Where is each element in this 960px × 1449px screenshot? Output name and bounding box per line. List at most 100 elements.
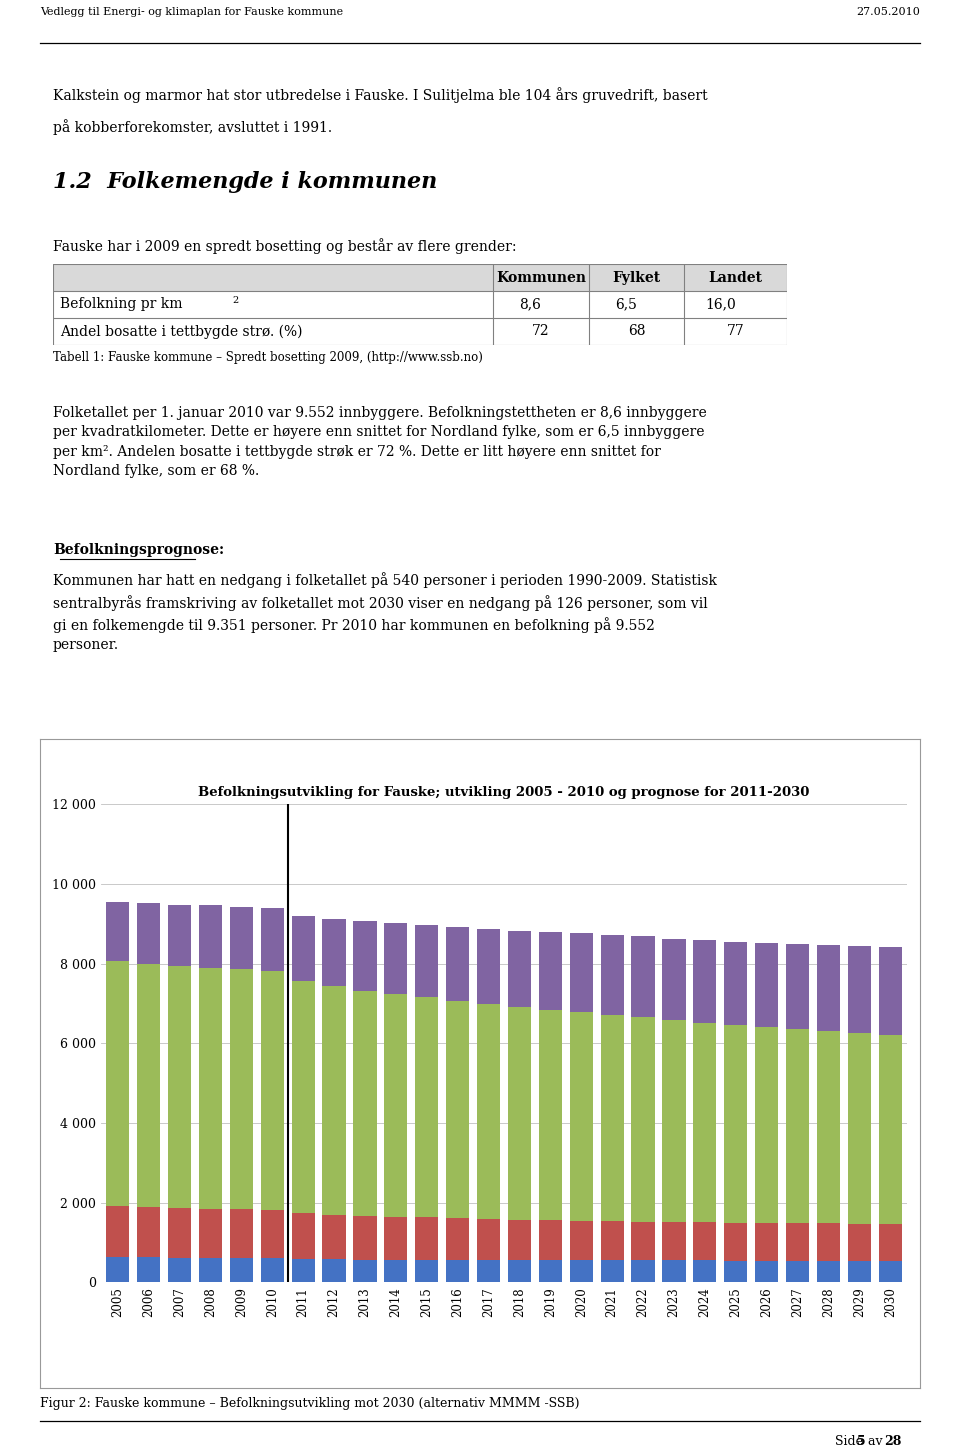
Bar (384, 1217, 407, 1261)
Bar (229, 907, 253, 969)
Bar (261, 971, 284, 1210)
Text: 8,6: 8,6 (519, 297, 541, 312)
Bar (292, 1213, 315, 1259)
Bar (755, 1027, 779, 1223)
Bar (569, 1222, 593, 1261)
Bar (539, 1010, 562, 1220)
Bar (292, 916, 315, 981)
Bar (168, 1208, 191, 1258)
Bar (168, 904, 191, 966)
Bar (229, 1258, 253, 1282)
Bar (508, 1007, 531, 1220)
Bar (323, 1216, 346, 1259)
Bar (569, 933, 593, 1013)
Bar (508, 1259, 531, 1282)
Bar (539, 1259, 562, 1282)
Bar (446, 1001, 469, 1219)
Title: Befolkningsutvikling for Fauske; utvikling 2005 - 2010 og prognose for 2011-2030: Befolkningsutvikling for Fauske; utvikli… (199, 785, 809, 798)
Bar (323, 1259, 346, 1282)
Text: 28: 28 (884, 1435, 901, 1448)
Text: Kommunen: Kommunen (496, 271, 587, 284)
Bar (632, 1017, 655, 1222)
Bar (539, 1220, 562, 1259)
Bar (755, 1223, 779, 1261)
Text: Folketallet per 1. januar 2010 var 9.552 innbyggere. Befolkningstettheten er 8,6: Folketallet per 1. januar 2010 var 9.552… (53, 406, 707, 478)
Bar (817, 1032, 840, 1223)
Bar (601, 1222, 624, 1261)
Bar (477, 1219, 500, 1259)
Bar (755, 1261, 779, 1282)
Text: Befolkning pr km: Befolkning pr km (60, 297, 182, 312)
Bar (107, 903, 130, 961)
Bar (601, 1261, 624, 1282)
Bar (229, 1208, 253, 1258)
Bar (384, 994, 407, 1217)
Text: på kobberforekomster, avsluttet i 1991.: på kobberforekomster, avsluttet i 1991. (53, 119, 332, 135)
Bar (848, 1033, 871, 1223)
Text: 72: 72 (533, 325, 550, 339)
Bar (693, 1023, 716, 1223)
Bar (415, 1217, 439, 1259)
Bar (786, 1223, 809, 1261)
Text: 16,0: 16,0 (705, 297, 735, 312)
Bar (662, 1261, 685, 1282)
Bar (724, 942, 747, 1024)
Bar (817, 1261, 840, 1282)
Bar (817, 1223, 840, 1261)
Text: Kalkstein og marmor hat stor utbredelse i Fauske. I Sulitjelma ble 104 års gruve: Kalkstein og marmor hat stor utbredelse … (53, 87, 708, 103)
Bar (878, 948, 901, 1035)
Bar (353, 922, 376, 991)
Bar (137, 1207, 160, 1258)
Bar (107, 1258, 130, 1282)
Bar (353, 991, 376, 1216)
Bar (569, 1013, 593, 1222)
Bar (415, 924, 439, 997)
Bar (137, 964, 160, 1207)
Bar (724, 1024, 747, 1223)
Bar (292, 1259, 315, 1282)
Bar (632, 936, 655, 1017)
Bar (786, 1261, 809, 1282)
Bar (107, 961, 130, 1207)
Text: Fauske har i 2009 en spredt bosetting og består av flere grender:: Fauske har i 2009 en spredt bosetting og… (53, 238, 516, 254)
Text: av: av (864, 1435, 887, 1448)
Bar (107, 1207, 130, 1258)
Bar (601, 1014, 624, 1222)
Polygon shape (53, 264, 787, 291)
Text: Landet: Landet (708, 271, 763, 284)
Bar (878, 1035, 901, 1224)
Bar (755, 943, 779, 1027)
Bar (323, 987, 346, 1216)
Bar (292, 981, 315, 1213)
Bar (817, 946, 840, 1032)
Bar (446, 926, 469, 1001)
Bar (261, 907, 284, 971)
Bar (477, 1004, 500, 1219)
Bar (848, 1223, 871, 1261)
Bar (508, 1220, 531, 1259)
Bar (199, 1208, 222, 1258)
Bar (662, 939, 685, 1020)
Text: Fylket: Fylket (612, 271, 660, 284)
Bar (353, 1259, 376, 1282)
Bar (508, 930, 531, 1007)
Bar (168, 966, 191, 1208)
Text: Side: Side (835, 1435, 867, 1448)
Bar (199, 1258, 222, 1282)
Text: 1.2  Folkemengde i kommunen: 1.2 Folkemengde i kommunen (53, 171, 437, 193)
Bar (384, 1261, 407, 1282)
Bar (261, 1210, 284, 1258)
Text: 2: 2 (232, 296, 239, 306)
Text: 6,5: 6,5 (614, 297, 636, 312)
Text: Figur 2: Fauske kommune – Befolkningsutvikling mot 2030 (alternativ MMMM -SSB): Figur 2: Fauske kommune – Befolkningsutv… (40, 1397, 580, 1410)
Bar (168, 1258, 191, 1282)
Bar (199, 968, 222, 1208)
Bar (848, 946, 871, 1033)
Text: Vedlegg til Energi- og klimaplan for Fauske kommune: Vedlegg til Energi- og klimaplan for Fau… (40, 7, 344, 17)
Text: Tabell 1: Fauske kommune – Spredt bosetting 2009, (http://www.ssb.no): Tabell 1: Fauske kommune – Spredt bosett… (53, 351, 483, 364)
Text: Kommunen har hatt en nedgang i folketallet på 540 personer i perioden 1990-2009.: Kommunen har hatt en nedgang i folketall… (53, 572, 717, 652)
Bar (323, 919, 346, 987)
Bar (137, 903, 160, 964)
Bar (415, 997, 439, 1217)
Text: 5: 5 (857, 1435, 866, 1448)
